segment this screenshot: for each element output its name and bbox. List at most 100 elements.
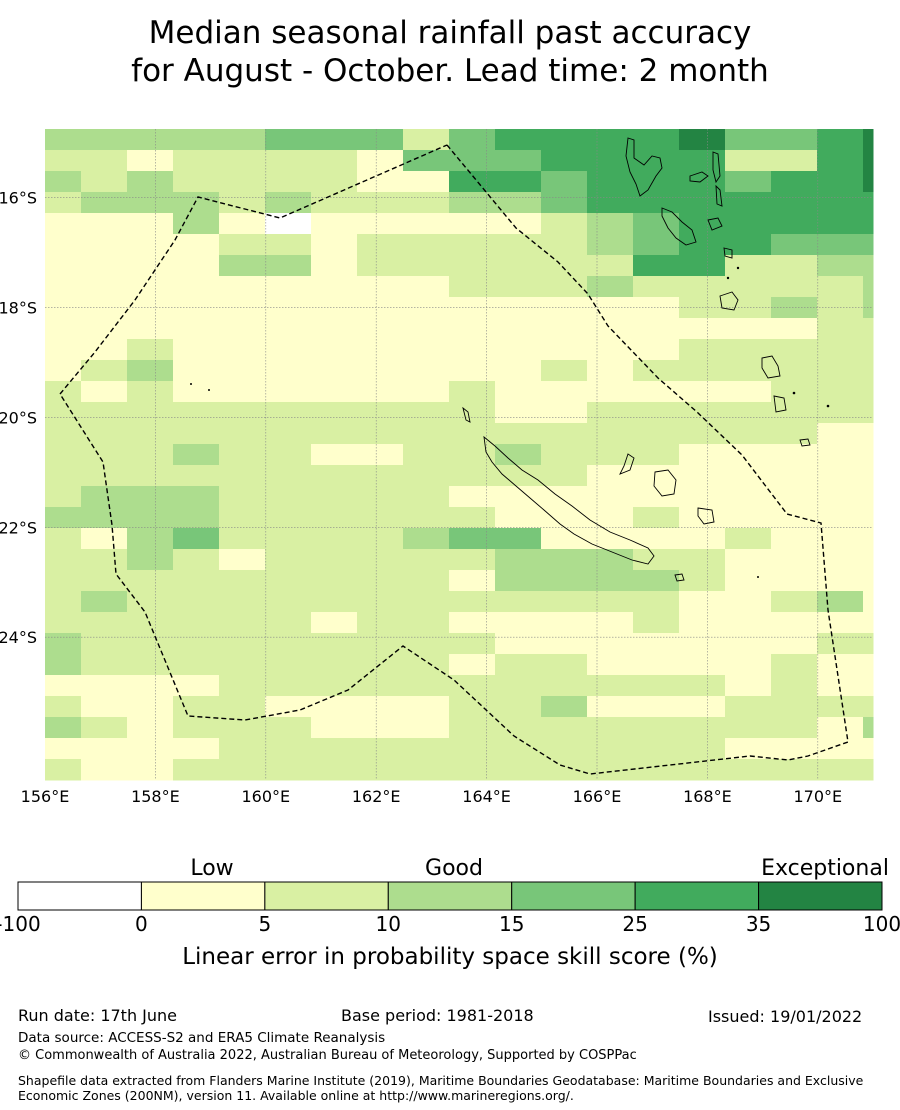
- grid-cell: [633, 549, 680, 571]
- grid-cell: [587, 717, 634, 739]
- grid-cell: [81, 339, 128, 361]
- grid-cell: [541, 549, 588, 571]
- grid-cell: [817, 549, 864, 571]
- grid-cell: [127, 633, 174, 655]
- grid-cell: [173, 276, 220, 298]
- grid-cell: [771, 444, 818, 466]
- grid-cell: [495, 297, 542, 319]
- grid-cell: [449, 507, 496, 529]
- grid-cell: [633, 192, 680, 214]
- grid-cell: [541, 675, 588, 697]
- grid-cell: [679, 486, 726, 508]
- grid-cell: [587, 528, 634, 550]
- grid-cell: [725, 759, 772, 781]
- grid-cell: [265, 591, 312, 613]
- grid-cell: [771, 486, 818, 508]
- grid-cell: [219, 276, 266, 298]
- grid-cell: [725, 423, 772, 445]
- colorbar-bin: [387, 881, 513, 911]
- grid-cell: [357, 612, 404, 634]
- grid-cell: [403, 549, 450, 571]
- grid-cell: [817, 570, 864, 592]
- issued-date: Issued: 19/01/2022: [708, 1007, 863, 1026]
- grid-cell: [495, 171, 542, 193]
- grid-cell: [633, 129, 680, 151]
- grid-cell: [541, 717, 588, 739]
- grid-cell: [265, 402, 312, 424]
- grid-cell: [817, 171, 864, 193]
- mare-outline: [697, 507, 715, 525]
- grid-cell: [633, 339, 680, 361]
- grid-cell: [449, 654, 496, 676]
- grid-cell: [587, 465, 634, 487]
- grid-cell: [265, 150, 312, 172]
- grid-cell: [173, 381, 220, 403]
- grid-cell: [541, 192, 588, 214]
- grid-cell: [633, 633, 680, 655]
- grid-cell: [449, 213, 496, 235]
- grid-cell: [173, 507, 220, 529]
- grid-cell: [541, 213, 588, 235]
- grid-cell: [679, 591, 726, 613]
- grid-cell: [127, 654, 174, 676]
- grid-cell: [45, 276, 82, 298]
- grid-cell: [633, 654, 680, 676]
- grid-cell: [495, 717, 542, 739]
- grid-cell: [771, 591, 818, 613]
- grid-cell: [219, 696, 266, 718]
- grid-cell: [633, 738, 680, 760]
- grid-cell: [173, 759, 220, 781]
- grid-cell: [633, 297, 680, 319]
- grid-cell: [587, 696, 634, 718]
- grid-cell: [357, 528, 404, 550]
- grid-cell: [863, 759, 874, 781]
- grid-cell: [127, 717, 174, 739]
- grid-cell: [633, 360, 680, 382]
- grid-cell: [81, 402, 128, 424]
- grid-cell: [495, 507, 542, 529]
- colorbar-category-low: Low: [190, 856, 234, 881]
- grid-cell: [357, 633, 404, 655]
- grid-cell: [311, 570, 358, 592]
- grid-cell: [45, 486, 82, 508]
- grid-cell: [679, 507, 726, 529]
- grid-cell: [863, 129, 874, 151]
- grid-cell: [679, 759, 726, 781]
- grid-cell: [265, 423, 312, 445]
- grid-cell: [449, 528, 496, 550]
- grid-cell: [173, 465, 220, 487]
- colorbar-bin: [264, 881, 389, 911]
- longitude-label: 158°E: [131, 787, 180, 806]
- grid-cell: [449, 171, 496, 193]
- grid-cell: [495, 255, 542, 277]
- grid-cell: [679, 339, 726, 361]
- grid-cell: [725, 717, 772, 739]
- grid-cell: [495, 591, 542, 613]
- grid-cell: [45, 612, 82, 634]
- grid-cell: [679, 360, 726, 382]
- grid-cell: [219, 675, 266, 697]
- grid-cell: [817, 696, 864, 718]
- grid-cell: [771, 507, 818, 529]
- grid-cell: [633, 759, 680, 781]
- grid-cell: [45, 360, 82, 382]
- grid-cell: [173, 612, 220, 634]
- grid-cell: [219, 192, 266, 214]
- islet-dot: [726, 276, 730, 280]
- grid-cell: [679, 213, 726, 235]
- grid-cell: [311, 696, 358, 718]
- grid-cell: [633, 276, 680, 298]
- colorbar-tick-label: -100: [0, 912, 41, 936]
- grid-cell: [81, 444, 128, 466]
- grid-cell: [81, 276, 128, 298]
- grid-cell: [173, 255, 220, 277]
- grid-cell: [81, 675, 128, 697]
- grid-cell: [311, 381, 358, 403]
- grid-cell: [633, 255, 680, 277]
- grid-cell: [495, 549, 542, 571]
- data-source: Data source: ACCESS-S2 and ERA5 Climate …: [18, 1030, 386, 1046]
- grid-cell: [403, 129, 450, 151]
- grid-cell: [357, 213, 404, 235]
- grid-cell: [219, 759, 266, 781]
- grid-cell: [127, 423, 174, 445]
